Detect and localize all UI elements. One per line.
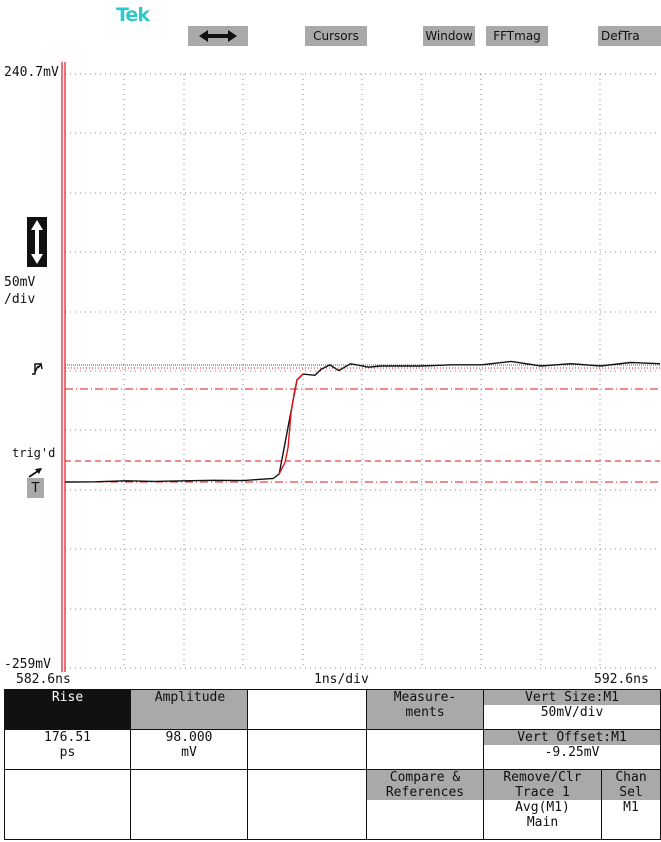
vert-scale-value: 50mV: [4, 275, 36, 290]
chan-sel-button[interactable]: Chan Sel M1: [600, 769, 661, 840]
vert-size-button[interactable]: Vert Size:M1 50mV/div: [482, 689, 661, 730]
compare-line1: Compare &: [367, 770, 483, 785]
remove-line4: Main: [526, 815, 559, 830]
cursors-button[interactable]: Cursors: [305, 26, 367, 46]
waveform-rising-edge: [278, 373, 304, 475]
measurements-line2: ments: [405, 705, 445, 720]
rise-unit: ps: [59, 745, 76, 760]
rise-label: Rise: [51, 690, 84, 706]
time-start-label: 582.6ns: [16, 672, 71, 687]
remove-line2: Trace 1: [484, 785, 601, 800]
deftra-button[interactable]: DefTra: [598, 26, 661, 46]
fftmag-button[interactable]: FFTmag: [486, 26, 548, 46]
vertical-arrow-button[interactable]: [27, 217, 47, 267]
vert-size-title: Vert Size:M1: [484, 690, 660, 705]
trigger-arrow-icon: [28, 468, 42, 478]
time-scale-label: 1ns/div: [314, 672, 369, 687]
horizontal-double-arrow-icon: [199, 30, 237, 42]
vert-size-value: 50mV/div: [484, 705, 660, 720]
top-voltage-label: 240.7mV: [4, 65, 59, 80]
vert-offset-title: Vert Offset:M1: [484, 730, 660, 745]
trigger-level-icon: [32, 362, 43, 375]
amplitude-measurement-button[interactable]: Amplitude: [130, 689, 248, 730]
amplitude-value-cell: 98.000 mV: [130, 729, 248, 770]
trigger-marker[interactable]: T: [27, 478, 44, 498]
amplitude-value: 98.000: [165, 730, 213, 746]
empty-slot-5[interactable]: [130, 769, 248, 840]
tek-logo: Tek: [116, 4, 150, 26]
bottom-voltage-label: -259mV: [4, 657, 51, 672]
time-end-label: 592.6ns: [594, 672, 649, 687]
waveform-graticule: [28, 62, 661, 672]
rise-measurement-button[interactable]: Rise: [4, 689, 131, 730]
vertical-double-arrow-icon: [31, 220, 43, 264]
amplitude-unit: mV: [181, 745, 197, 760]
measurement-menu: Rise Amplitude Measure- ments Vert Size:…: [4, 689, 661, 840]
remove-line3: Avg(M1): [515, 800, 570, 815]
grid: [65, 73, 660, 668]
waveform-trace: [64, 360, 661, 483]
remove-clear-trace-button[interactable]: Remove/Clr Trace 1 Avg(M1) Main: [483, 769, 602, 840]
chan-line2: Sel: [602, 785, 660, 800]
empty-slot-3[interactable]: [366, 729, 484, 770]
chan-value: M1: [623, 800, 639, 815]
empty-slot-2[interactable]: [247, 729, 367, 770]
empty-slot-4[interactable]: [4, 769, 131, 840]
waveform-line: [64, 360, 661, 483]
compare-references-button[interactable]: Compare & References: [366, 769, 484, 840]
horizontal-arrow-button[interactable]: [188, 26, 248, 46]
rise-value: 176.51: [44, 730, 91, 746]
compare-line2: References: [367, 785, 483, 800]
rise-value-cell: 176.51 ps: [4, 729, 131, 770]
amplitude-label: Amplitude: [154, 690, 226, 706]
measurements-line1: Measure-: [393, 690, 457, 706]
measurements-button[interactable]: Measure- ments: [366, 689, 484, 730]
vert-offset-button[interactable]: Vert Offset:M1 -9.25mV: [482, 729, 661, 770]
empty-slot-6[interactable]: [247, 769, 367, 840]
trig-status-label: trig'd: [12, 446, 56, 460]
window-button[interactable]: Window: [423, 26, 475, 46]
vert-offset-value: -9.25mV: [484, 745, 660, 760]
empty-slot-1[interactable]: [247, 689, 367, 730]
remove-line1: Remove/Clr: [484, 770, 601, 785]
vert-scale-unit: /div: [4, 292, 36, 307]
chan-line1: Chan: [602, 770, 660, 785]
